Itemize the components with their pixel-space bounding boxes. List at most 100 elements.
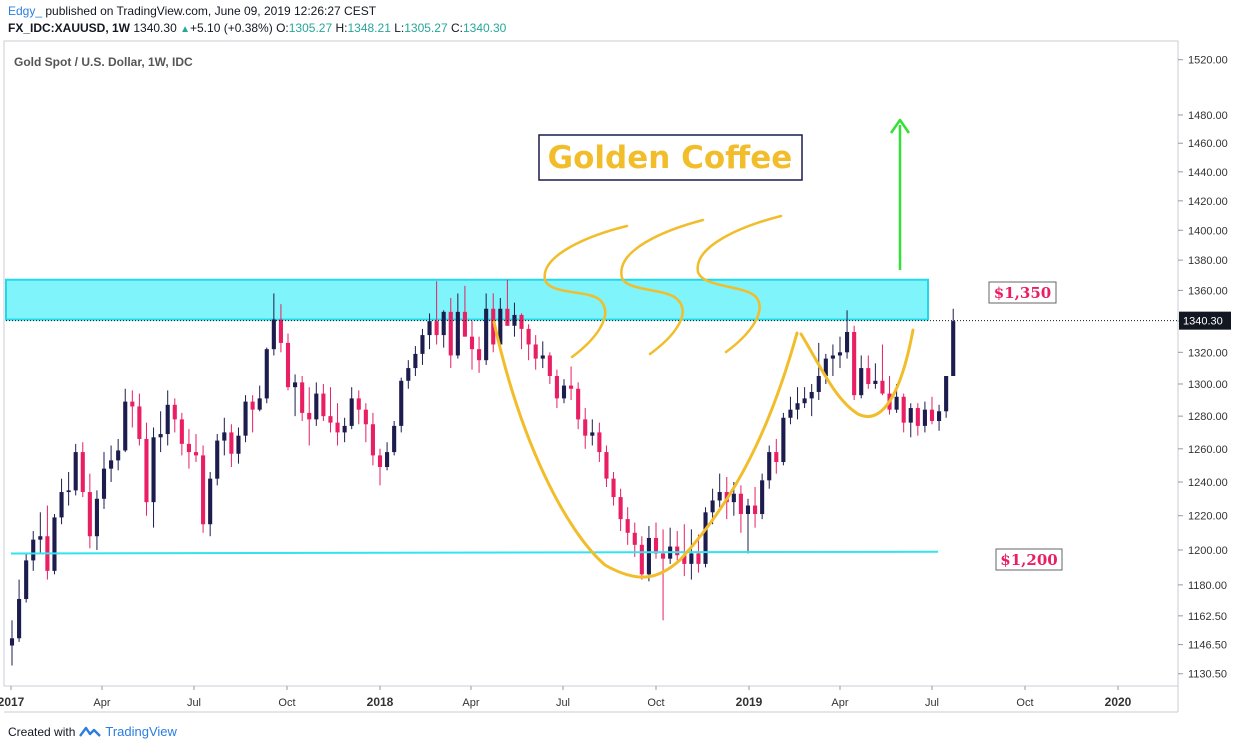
candle-body: [632, 532, 637, 545]
candle-body: [837, 352, 843, 356]
steam-squiggle: [620, 218, 705, 356]
candle-body: [922, 409, 927, 426]
candle-body: [866, 368, 871, 384]
candle-body: [498, 308, 503, 345]
candle-body: [830, 355, 835, 359]
candle-body: [710, 500, 715, 513]
price-tick-label: 1480.00: [1188, 110, 1228, 122]
candle-body: [937, 411, 942, 422]
steam-squiggle: [696, 214, 783, 354]
candle-body: [335, 422, 340, 433]
candle-body: [109, 460, 114, 469]
candle-body: [788, 409, 793, 418]
candle-body: [377, 455, 383, 467]
candle-body: [201, 455, 206, 525]
candle-body: [9, 638, 15, 646]
candle-body: [66, 490, 71, 493]
candle-body: [590, 432, 595, 436]
time-tick-label: Oct: [1016, 697, 1033, 709]
candle-body: [653, 537, 659, 554]
candle-body: [356, 398, 361, 410]
candle-body: [80, 452, 85, 493]
price-tick-label: 1420.00: [1188, 196, 1228, 208]
publish-text: published on TradingView.com, June 09, 2…: [45, 4, 377, 18]
time-tick-label: 2018: [367, 695, 394, 709]
author-link[interactable]: Edgy_: [8, 4, 43, 18]
candle-body: [229, 432, 234, 454]
candle-body: [448, 311, 453, 356]
candle-body: [505, 308, 510, 326]
candle-body: [193, 452, 199, 456]
candle-body: [484, 308, 489, 361]
candle-body: [795, 403, 800, 410]
candle-body: [901, 396, 906, 423]
price-tick-label: 1380.00: [1188, 255, 1228, 267]
time-tick-label: Apr: [462, 697, 479, 709]
candle-body: [689, 553, 694, 564]
cup-curve: [492, 320, 799, 579]
steam-squiggle: [543, 224, 629, 359]
annotation-text: Golden Coffee: [548, 140, 793, 176]
candle-body: [307, 412, 312, 420]
candle-body: [215, 440, 220, 479]
tradingview-logo-icon: [79, 726, 102, 737]
candle-body: [278, 319, 283, 343]
candle-body: [696, 553, 701, 564]
candle-body: [717, 492, 722, 501]
high-value: 1348.21: [347, 21, 391, 35]
candle-body: [873, 380, 878, 384]
last-price-label: 1340.30: [1183, 316, 1223, 328]
tradingview-link[interactable]: TradingView: [105, 724, 177, 739]
price-tick-label: 1440.00: [1188, 167, 1228, 179]
close-label: C:: [450, 21, 463, 35]
candle-body: [823, 358, 828, 377]
candle-body: [123, 401, 128, 451]
candle-body: [745, 505, 751, 515]
candle-body: [576, 388, 581, 420]
price-tick-label: 1130.50: [1188, 669, 1227, 681]
candle-body: [285, 342, 291, 388]
candle-body: [760, 480, 765, 515]
price-tick-label: 1360.00: [1188, 285, 1228, 297]
time-tick-label: Jul: [187, 697, 201, 709]
time-tick-label: Oct: [278, 697, 295, 709]
candle-body: [116, 450, 121, 461]
candle-body: [208, 478, 213, 525]
candle-body: [243, 401, 248, 436]
candle-body: [767, 452, 772, 481]
resistance-label-box: [988, 281, 1057, 304]
price-tick-label: 1220.00: [1188, 511, 1228, 523]
candle-body: [639, 544, 644, 575]
candle-body: [165, 404, 170, 435]
price-tick-label: 1520.00: [1188, 55, 1228, 67]
candle-body: [547, 355, 552, 377]
candle-body: [604, 452, 609, 479]
candle-body: [236, 435, 241, 454]
candle-body: [399, 380, 404, 426]
low-value: 1305.27: [404, 21, 448, 35]
candle-body: [774, 452, 779, 463]
candle-body: [31, 539, 36, 561]
candle-body: [569, 385, 574, 389]
candle-body: [406, 368, 411, 381]
last-price-badge: [1179, 311, 1231, 330]
candle-body: [363, 409, 368, 425]
candle-body: [554, 376, 559, 399]
candle-body: [675, 546, 680, 556]
candle-body: [533, 344, 538, 359]
low-label: L:: [394, 21, 405, 35]
last-price: 1340.30: [133, 21, 177, 35]
candle-body: [73, 452, 78, 491]
candle-body: [646, 537, 651, 575]
candle-body: [314, 393, 319, 420]
up-triangle-icon: ▲: [180, 24, 190, 35]
candle-body: [561, 385, 567, 399]
annotation-box: [538, 134, 803, 181]
candle-body: [455, 311, 460, 356]
candle-body: [809, 391, 814, 399]
time-tick-label: 2017: [0, 695, 25, 709]
candle-body: [618, 497, 623, 520]
candle-body: [703, 512, 708, 564]
price-tick-label: 1240.00: [1188, 477, 1228, 489]
